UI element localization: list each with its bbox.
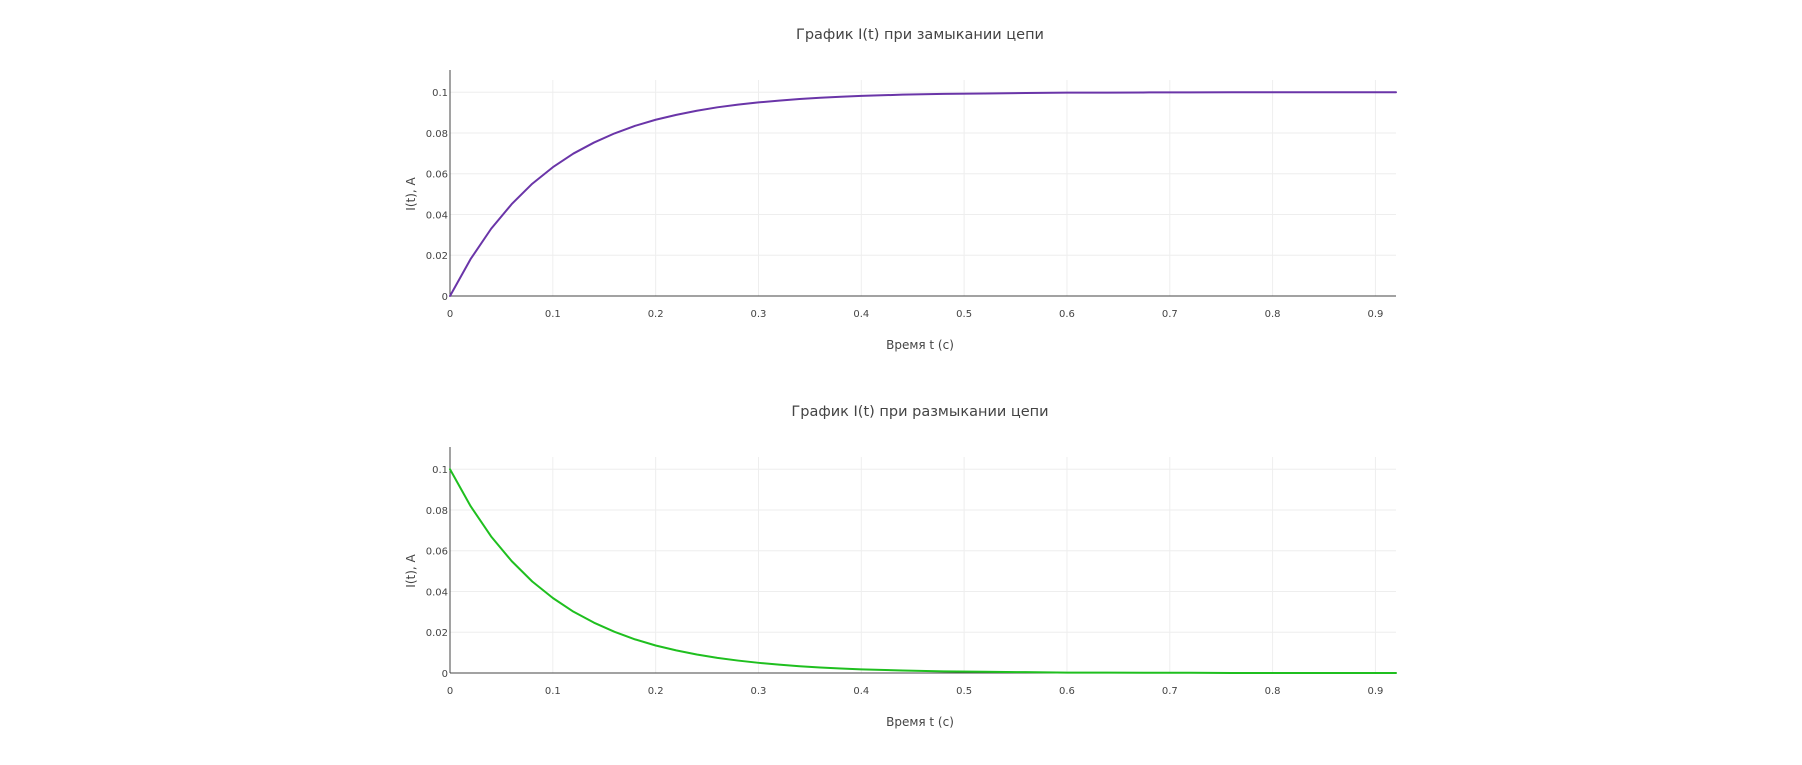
x-tick-label: 0.7 bbox=[1162, 309, 1178, 320]
chart-title: График I(t) при замыкании цепи bbox=[796, 27, 1044, 43]
x-tick-label: 0.6 bbox=[1059, 309, 1075, 320]
chart-title: График I(t) при размыкании цепи bbox=[791, 404, 1048, 420]
series-line bbox=[449, 91, 1397, 297]
gridlines bbox=[450, 457, 1396, 673]
series bbox=[449, 91, 1397, 297]
x-tick-label: 0.9 bbox=[1367, 309, 1383, 320]
x-tick-label: 0.2 bbox=[648, 686, 664, 697]
y-tick-label: 0.08 bbox=[426, 129, 448, 140]
x-tick-label: 0.2 bbox=[648, 309, 664, 320]
x-axis-title: Время t (с) bbox=[886, 338, 954, 352]
x-tick-label: 0.1 bbox=[545, 686, 561, 697]
x-axis-title: Время t (с) bbox=[886, 715, 954, 729]
x-tick-label: 0.3 bbox=[751, 686, 767, 697]
x-tick-label: 0.4 bbox=[853, 309, 869, 320]
x-tick-label: 0 bbox=[447, 686, 453, 697]
y-tick-label: 0.02 bbox=[426, 628, 448, 639]
tick-labels: 0 0.1 0.2 0.3 0.4 0.5 0.6 0.7 0.8 0.9 0 0.02 0.04 0.0… bbox=[426, 465, 1384, 697]
y-tick-label: 0.04 bbox=[426, 587, 448, 598]
axes bbox=[449, 70, 1396, 297]
x-tick-label: 0.8 bbox=[1265, 686, 1281, 697]
y-tick-label: 0.06 bbox=[426, 547, 448, 558]
x-tick-label: 0.6 bbox=[1059, 686, 1075, 697]
x-tick-label: 0.8 bbox=[1265, 309, 1281, 320]
y-tick-label: 0.1 bbox=[432, 88, 448, 99]
series-line bbox=[449, 468, 1397, 674]
y-tick-label: 0.08 bbox=[426, 506, 448, 517]
chart-opening-circuit: График I(t) при размыкании цепи 0 0.1 0.2 0… bbox=[404, 404, 1397, 729]
y-tick-label: 0 bbox=[442, 292, 448, 303]
y-tick-label: 0.04 bbox=[426, 210, 448, 221]
series bbox=[449, 468, 1397, 674]
y-tick-label: 0.06 bbox=[426, 170, 448, 181]
y-tick-label: 0.1 bbox=[432, 465, 448, 476]
axes bbox=[449, 447, 1396, 674]
x-tick-label: 0.1 bbox=[545, 309, 561, 320]
y-tick-label: 0 bbox=[442, 669, 448, 680]
x-tick-label: 0.5 bbox=[956, 686, 972, 697]
y-axis-title: I(t), A bbox=[404, 176, 418, 210]
x-tick-label: 0 bbox=[447, 309, 453, 320]
y-tick-label: 0.02 bbox=[426, 251, 448, 262]
x-tick-label: 0.7 bbox=[1162, 686, 1178, 697]
gridlines bbox=[450, 80, 1396, 296]
x-tick-label: 0.9 bbox=[1367, 686, 1383, 697]
x-tick-label: 0.5 bbox=[956, 309, 972, 320]
tick-labels: 0 0.1 0.2 0.3 0.4 0.5 0.6 0.7 0.8 0.9 0 0.02 0.04 0.0… bbox=[426, 88, 1384, 320]
chart-closing-circuit: График I(t) при замыкании цепи 0 0.1 0.2 0.… bbox=[404, 27, 1397, 352]
y-axis-title: I(t), A bbox=[404, 553, 418, 587]
x-tick-label: 0.3 bbox=[751, 309, 767, 320]
x-tick-label: 0.4 bbox=[853, 686, 869, 697]
